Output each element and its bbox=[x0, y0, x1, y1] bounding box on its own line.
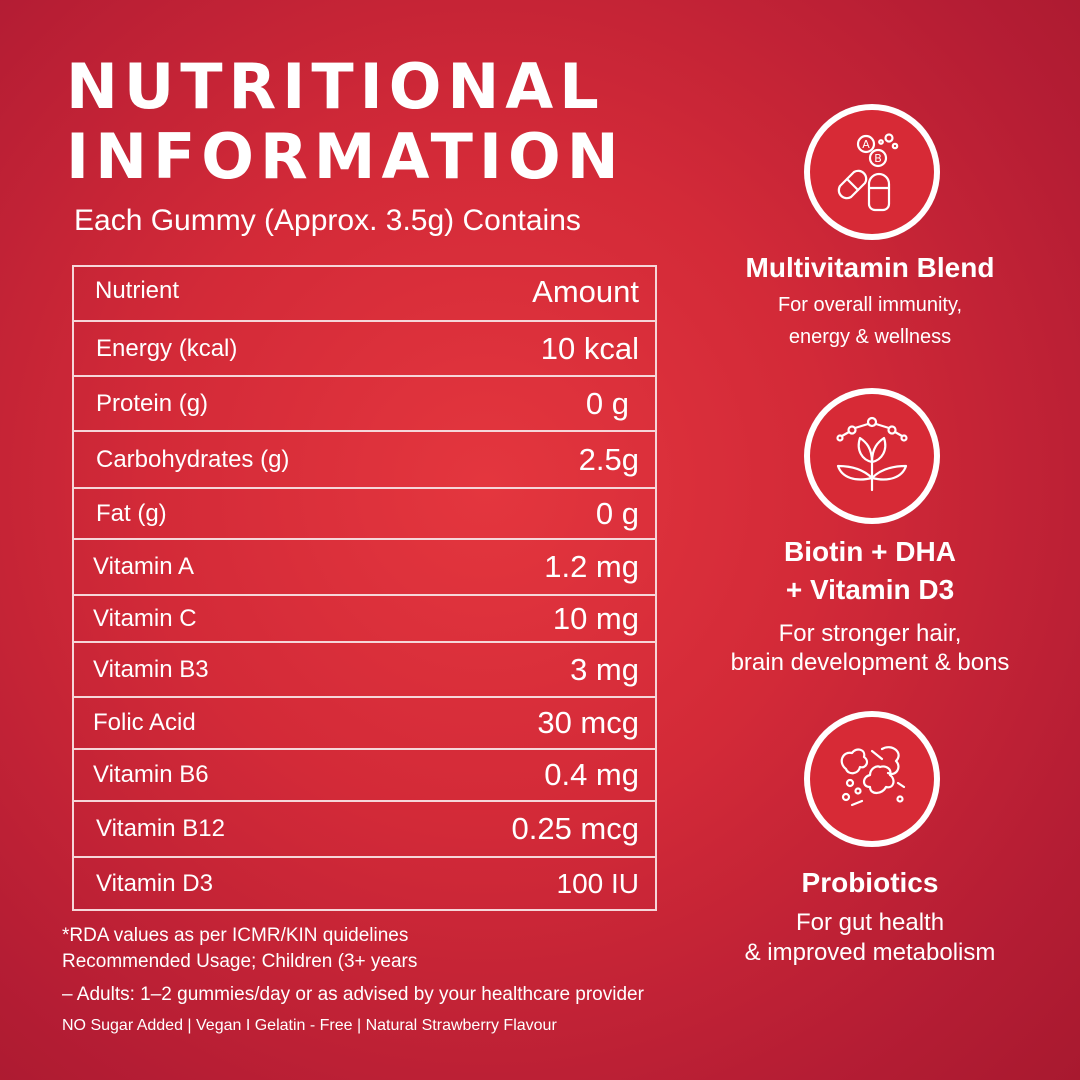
header-nutrient: Nutrient bbox=[95, 277, 180, 304]
benefit-desc-line: energy & wellness bbox=[788, 326, 952, 348]
nutrient-amount: 10 mg bbox=[552, 600, 639, 636]
table-row: Energy (kcal) 10 kcal bbox=[74, 322, 655, 377]
rda-note: *RDA values as per ICMR/KIN quidelines bbox=[62, 925, 409, 946]
benefit-title: Probiotics bbox=[801, 867, 939, 898]
vitamin-capsules-icon: A B bbox=[837, 133, 899, 212]
benefit-multivitamin: A B Multivitamin Blend For overall immun… bbox=[694, 104, 1046, 364]
table-row: Protein (g) 0 g bbox=[74, 377, 655, 432]
nutrient-amount: 10 kcal bbox=[540, 330, 639, 366]
nutrient-amount: 0.25 mcg bbox=[511, 811, 639, 846]
table-row: Vitamin C 10 mg bbox=[74, 596, 655, 643]
benefit-icon-circle bbox=[804, 388, 940, 524]
plant-molecule-icon bbox=[836, 416, 908, 492]
table-row: Vitamin A 1.2 mg bbox=[74, 540, 655, 596]
page-title: NUTRITIONAL INFORMATION bbox=[66, 52, 625, 192]
table-row: Vitamin B6 0.4 mg bbox=[74, 750, 655, 802]
serving-subtitle: Each Gummy (Approx. 3.5g) Contains bbox=[74, 204, 581, 237]
benefit-title-line: Biotin + DHA bbox=[784, 536, 956, 567]
svg-text:B: B bbox=[874, 152, 882, 165]
nutrient-amount: 0 g bbox=[585, 385, 629, 421]
benefit-desc-line: & improved metabolism bbox=[744, 939, 996, 966]
benefit-probiotics: Probiotics For gut health & improved met… bbox=[694, 711, 1046, 971]
claims-note: NO Sugar Added | Vegan I Gelatin - Free … bbox=[62, 1017, 557, 1034]
table-row: Folic Acid 30 mcg bbox=[74, 698, 655, 750]
header-amount: Amount bbox=[532, 274, 639, 309]
benefit-biotin-dha: Biotin + DHA + Vitamin D3 For stronger h… bbox=[694, 388, 1046, 688]
nutrient-amount: 3 mg bbox=[570, 651, 639, 687]
nutrient-name: Vitamin B6 bbox=[93, 761, 209, 788]
probiotics-icon bbox=[840, 746, 906, 807]
nutrient-name: Vitamin B3 bbox=[93, 655, 209, 683]
table-row: Vitamin D3 100 IU bbox=[74, 858, 655, 909]
nutrient-amount: 30 mcg bbox=[537, 705, 639, 740]
nutrient-name: Folic Acid bbox=[93, 709, 196, 736]
nutrient-amount: 0 g bbox=[595, 495, 639, 531]
nutrient-amount: 1.2 mg bbox=[544, 549, 639, 584]
benefit-desc-line: For stronger hair, bbox=[778, 620, 962, 647]
nutrient-amount: 0.4 mg bbox=[544, 757, 639, 792]
nutrient-amount: 100 IU bbox=[556, 867, 640, 899]
benefit-title: Multivitamin Blend bbox=[745, 252, 995, 283]
table-header-row: Nutrient Amount bbox=[74, 267, 655, 322]
title-line-1: NUTRITIONAL bbox=[66, 50, 605, 123]
nutrient-name: Energy (kcal) bbox=[96, 334, 238, 362]
adults-note: – Adults: 1–2 gummies/day or as advised … bbox=[62, 984, 644, 1005]
benefit-desc-line: For overall immunity, bbox=[777, 294, 963, 316]
benefit-icon-circle bbox=[804, 711, 940, 847]
usage-note: Recommended Usage; Children (3+ years bbox=[62, 951, 418, 972]
nutrient-name: Vitamin B12 bbox=[96, 815, 225, 842]
nutrition-table: Nutrient Amount Energy (kcal) 10 kcal Pr… bbox=[72, 265, 657, 911]
table-row: Vitamin B3 3 mg bbox=[74, 643, 655, 698]
benefit-title-line: + Vitamin D3 bbox=[785, 574, 955, 605]
svg-text:A: A bbox=[862, 138, 870, 151]
nutrient-name: Fat (g) bbox=[96, 499, 167, 527]
table-row: Carbohydrates (g) 2.5g bbox=[74, 432, 655, 489]
nutrient-name: Vitamin C bbox=[93, 604, 197, 632]
benefit-desc-line: For gut health bbox=[795, 909, 945, 936]
nutrient-name: Vitamin D3 bbox=[96, 869, 213, 897]
benefit-desc-line: brain development & bons bbox=[730, 649, 1010, 676]
table-row: Vitamin B12 0.25 mcg bbox=[74, 802, 655, 858]
nutrient-name: Vitamin A bbox=[93, 553, 194, 580]
benefit-icon-circle: A B bbox=[804, 104, 940, 240]
nutrient-amount: 2.5g bbox=[578, 441, 639, 477]
nutrient-name: Carbohydrates (g) bbox=[96, 445, 290, 473]
nutrient-name: Protein (g) bbox=[96, 389, 209, 417]
table-row: Fat (g) 0 g bbox=[74, 489, 655, 540]
title-line-2: INFORMATION bbox=[66, 120, 625, 193]
